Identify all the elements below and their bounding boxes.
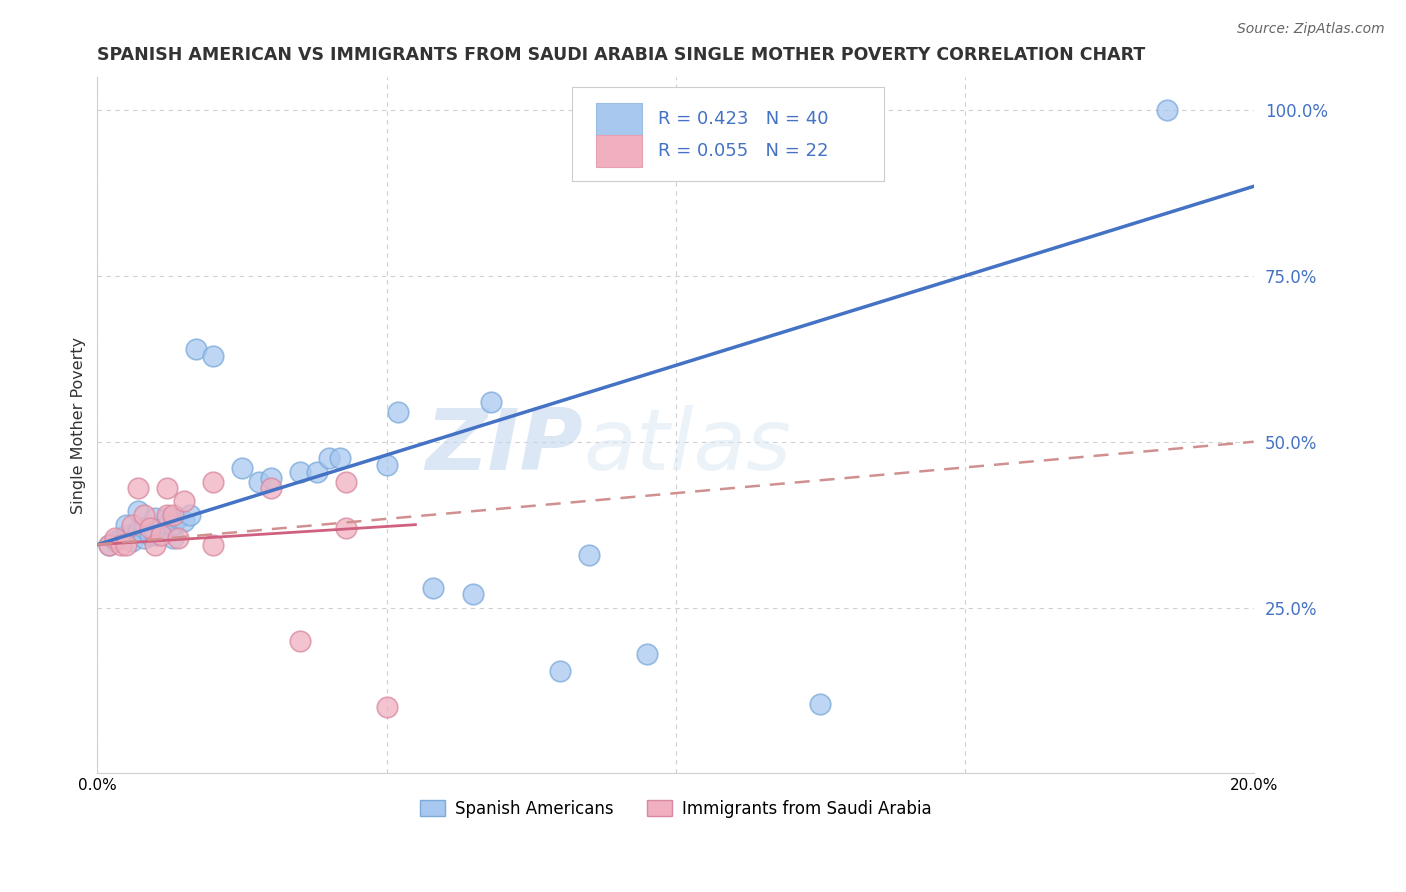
Point (132, 521, 155, 535)
Point (375, 458, 398, 472)
Point (1156, 103, 1178, 117)
Point (808, 697, 831, 711)
Point (260, 481, 283, 495)
Point (167, 511, 190, 525)
Point (329, 451, 352, 466)
Point (231, 461, 253, 475)
Point (184, 342, 207, 356)
Point (179, 508, 201, 522)
Point (173, 514, 195, 528)
Point (479, 395, 502, 409)
Point (375, 700, 398, 714)
Point (150, 527, 173, 541)
Point (115, 517, 138, 532)
Point (132, 508, 155, 522)
Point (162, 531, 184, 545)
Point (104, 531, 127, 545)
Point (202, 475, 225, 489)
Point (127, 504, 149, 518)
Point (138, 521, 160, 535)
FancyBboxPatch shape (571, 87, 883, 181)
Point (318, 451, 340, 466)
Point (104, 534, 127, 549)
Point (463, 587, 485, 601)
Point (121, 534, 143, 549)
Text: Source: ZipAtlas.com: Source: ZipAtlas.com (1237, 22, 1385, 37)
FancyBboxPatch shape (596, 135, 643, 167)
Point (156, 508, 179, 522)
Text: atlas: atlas (583, 405, 792, 488)
Point (288, 633, 311, 648)
Point (636, 647, 658, 661)
Point (387, 405, 409, 419)
Point (162, 508, 184, 522)
Point (260, 471, 283, 485)
Point (422, 581, 444, 595)
Point (121, 517, 143, 532)
Point (335, 475, 357, 489)
Point (143, 527, 166, 541)
Point (138, 527, 160, 541)
Point (127, 481, 149, 495)
Point (156, 517, 179, 532)
Y-axis label: Single Mother Poverty: Single Mother Poverty (72, 336, 86, 514)
Point (335, 521, 357, 535)
FancyBboxPatch shape (596, 103, 643, 136)
Point (578, 548, 600, 562)
Point (307, 465, 329, 479)
Point (202, 349, 225, 363)
Point (115, 538, 138, 552)
Point (548, 664, 571, 678)
Point (150, 521, 173, 535)
Point (110, 531, 132, 545)
Point (173, 494, 195, 508)
Text: SPANISH AMERICAN VS IMMIGRANTS FROM SAUDI ARABIA SINGLE MOTHER POVERTY CORRELATI: SPANISH AMERICAN VS IMMIGRANTS FROM SAUD… (97, 46, 1146, 64)
Point (110, 538, 132, 552)
Point (247, 475, 270, 489)
Point (156, 481, 179, 495)
Legend: Spanish Americans, Immigrants from Saudi Arabia: Spanish Americans, Immigrants from Saudi… (413, 793, 938, 824)
Point (162, 517, 184, 532)
Point (98, 538, 121, 552)
Point (143, 538, 166, 552)
Point (132, 531, 155, 545)
Point (98, 538, 121, 552)
Text: R = 0.055   N = 22: R = 0.055 N = 22 (658, 142, 828, 160)
Point (167, 531, 190, 545)
Point (115, 527, 138, 541)
Point (202, 538, 225, 552)
Point (143, 511, 166, 525)
Text: R = 0.423   N = 40: R = 0.423 N = 40 (658, 111, 828, 128)
Point (156, 511, 179, 525)
Point (288, 465, 311, 479)
Point (127, 524, 149, 539)
Text: ZIP: ZIP (426, 405, 583, 488)
